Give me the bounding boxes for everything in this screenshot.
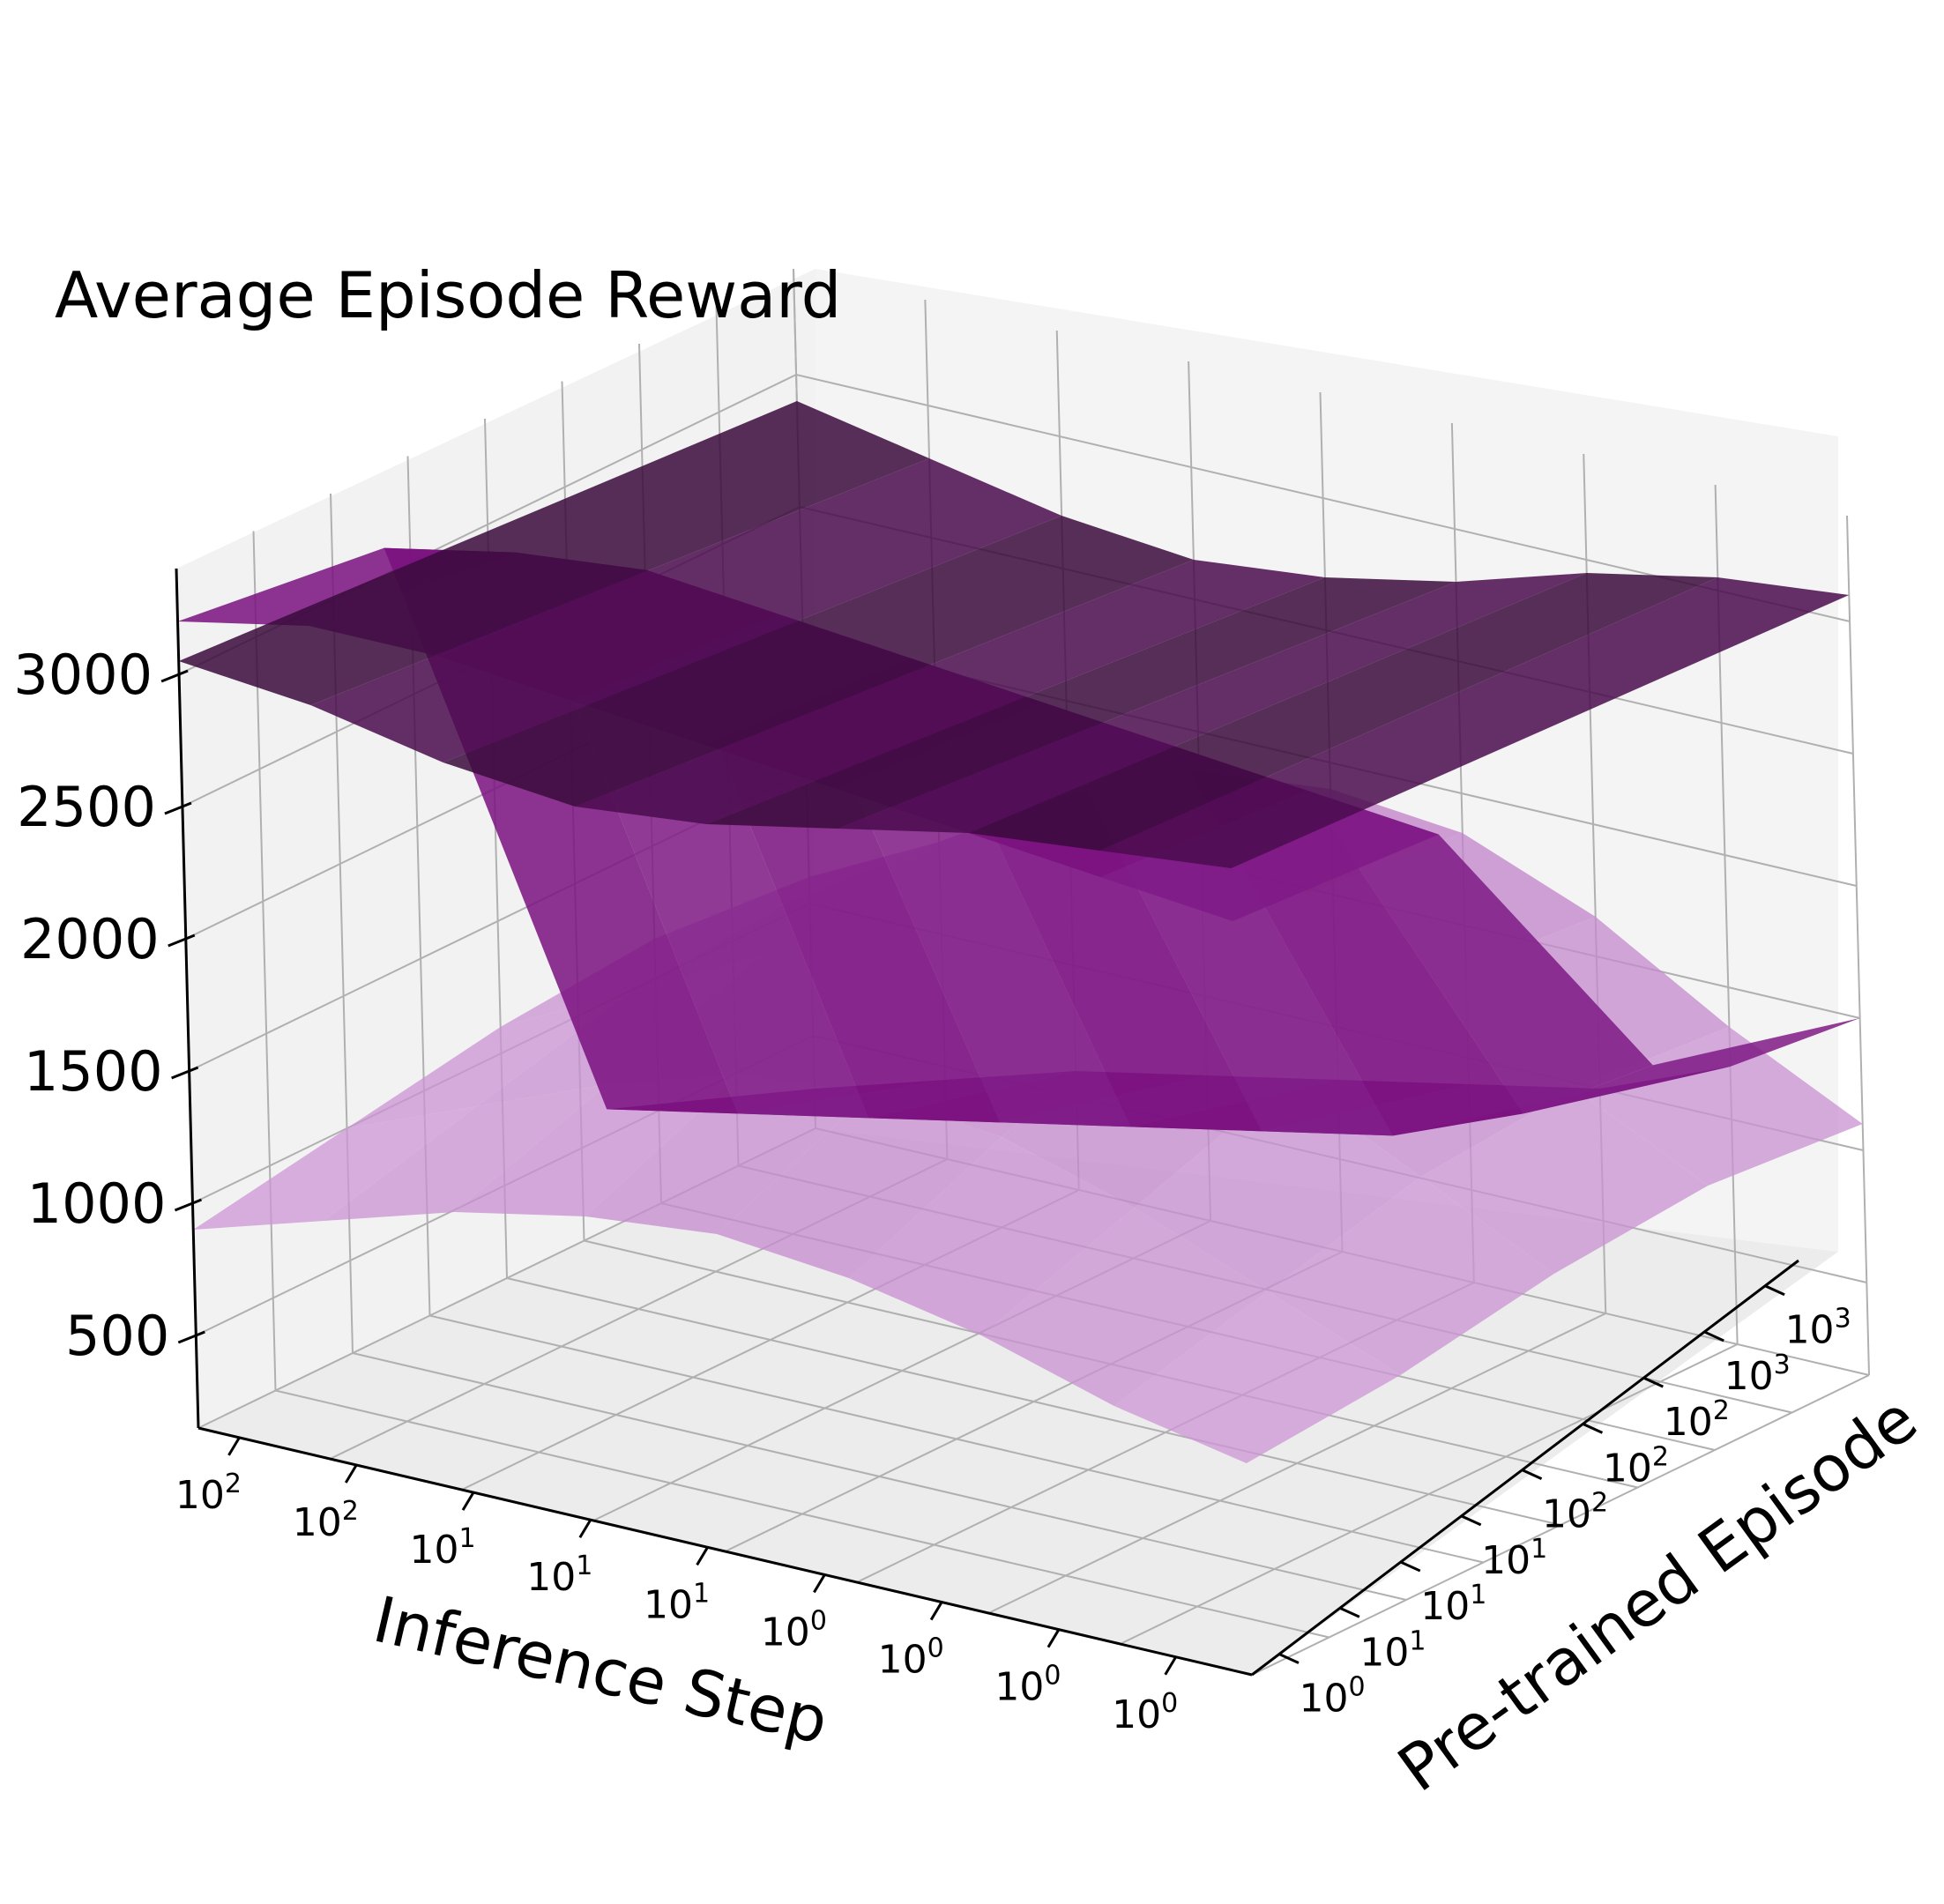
- surface-patch: [1099, 577, 1850, 868]
- surface-patch: [324, 1084, 608, 1221]
- y-tick-mark: [1521, 1469, 1543, 1480]
- surface-patch: [968, 573, 1718, 851]
- y-tick-label: 102: [1603, 1441, 1669, 1491]
- x-tick-mark: [227, 1437, 241, 1456]
- chart-title: Average Episode Reward: [55, 258, 841, 332]
- z-axis-line: [175, 568, 200, 1429]
- surface-patch: [193, 1106, 478, 1230]
- grid-line: [275, 1389, 1330, 1639]
- z-tick-mark: [174, 1198, 203, 1212]
- x-tick-mark: [1164, 1656, 1177, 1676]
- z-tick-label: 2500: [17, 775, 156, 839]
- x-tick-mark: [813, 1573, 826, 1594]
- y-tick-mark: [1642, 1376, 1664, 1388]
- surface-patch: [1307, 790, 1653, 1114]
- tick-marks: [160, 669, 1785, 1676]
- z-tick-label: 2000: [20, 907, 160, 971]
- y-tick-mark: [1461, 1514, 1482, 1527]
- surface-patch: [346, 992, 631, 1128]
- z-tick-labels: 500 1000 1500 2000 2500 3000: [13, 643, 169, 1368]
- surface-3: [178, 401, 1850, 868]
- x-tick-label: 100: [1112, 1688, 1178, 1737]
- surface-patch: [837, 573, 1587, 833]
- x-axis-line: [197, 1426, 1253, 1677]
- x-tick-label: 100: [994, 1661, 1061, 1710]
- z-tick-mark: [164, 801, 192, 815]
- x-tick-label: 102: [293, 1496, 359, 1545]
- z-tick-mark: [168, 933, 196, 948]
- y-tick-label: 101: [1359, 1625, 1426, 1675]
- z-tick-label: 1500: [24, 1039, 163, 1104]
- surface-patch: [1523, 1018, 1860, 1114]
- y-tick-mark: [1400, 1560, 1421, 1573]
- surface-patch: [575, 560, 1325, 824]
- y-tick-mark: [1703, 1330, 1724, 1342]
- x-tick-label: 101: [644, 1578, 710, 1627]
- y-tick-label: 102: [1664, 1395, 1730, 1445]
- z-tick-mark: [160, 669, 189, 683]
- x-tick-label: 100: [878, 1633, 944, 1683]
- x-tick-labels: 102 102 101 101 101 100 100 100 100: [175, 1469, 1178, 1737]
- surface-patch: [178, 401, 929, 705]
- surface-patch: [706, 577, 1456, 829]
- x-tick-mark: [461, 1491, 475, 1511]
- z-tick-mark: [177, 1330, 205, 1344]
- y-tick-label: 101: [1481, 1534, 1547, 1583]
- surface-patch: [981, 1208, 1268, 1406]
- x-tick-mark: [344, 1464, 358, 1484]
- surface-patch: [1100, 790, 1439, 921]
- surface-patch: [1267, 1177, 1554, 1375]
- x-tick-mark: [696, 1546, 709, 1566]
- x-tick-label: 101: [526, 1551, 592, 1600]
- z-tick-label: 500: [65, 1304, 169, 1368]
- z-tick-mark: [171, 1066, 199, 1080]
- surface-patch: [717, 1093, 1002, 1278]
- y-tick-label: 103: [1785, 1304, 1851, 1353]
- grid-line: [352, 1352, 1407, 1601]
- x-tick-mark: [1046, 1628, 1061, 1648]
- surface-patch: [849, 1137, 1135, 1335]
- z-tick-label: 1000: [27, 1171, 167, 1236]
- x-tick-mark: [929, 1601, 943, 1621]
- y-tick-mark: [1582, 1423, 1604, 1434]
- z-tick-label: 3000: [13, 643, 153, 707]
- y-tick-mark: [1764, 1284, 1785, 1297]
- y-tick-label: 101: [1420, 1580, 1486, 1629]
- surface-patch: [1420, 1089, 1709, 1274]
- grid-line: [429, 1314, 1484, 1564]
- x-tick-label: 100: [761, 1605, 827, 1655]
- axes-lines: [175, 568, 1799, 1677]
- x-tick-mark: [578, 1519, 592, 1538]
- y-tick-label: 103: [1724, 1350, 1791, 1399]
- surface-patch: [310, 458, 1062, 762]
- y-axis-line: [1251, 1259, 1799, 1677]
- y-tick-mark: [1339, 1606, 1360, 1618]
- x-axis-title: Inference Step: [367, 1582, 835, 1759]
- x-tick-label: 102: [175, 1469, 242, 1518]
- surfaces: [177, 401, 1863, 1463]
- surface-patch: [1114, 1291, 1401, 1463]
- y-tick-label: 102: [1542, 1488, 1608, 1537]
- x-tick-label: 101: [409, 1523, 475, 1573]
- y-tick-mark: [1278, 1653, 1300, 1664]
- surface-patch: [443, 516, 1194, 807]
- grid-line: [506, 1277, 1561, 1526]
- y-tick-label: 100: [1299, 1672, 1365, 1722]
- grid-line: [1846, 515, 1870, 1376]
